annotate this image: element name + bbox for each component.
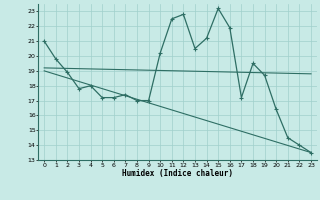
X-axis label: Humidex (Indice chaleur): Humidex (Indice chaleur) bbox=[122, 169, 233, 178]
